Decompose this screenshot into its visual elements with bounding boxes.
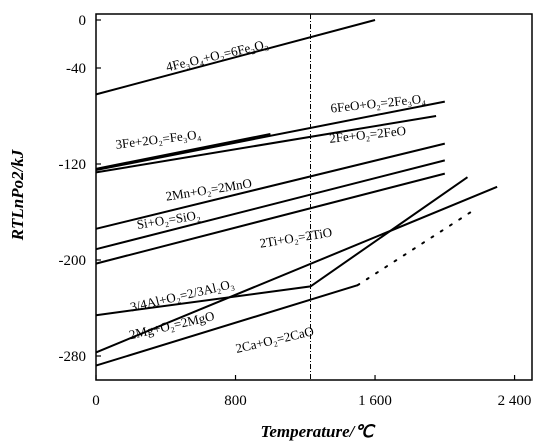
x-tick-label-0: 0 <box>92 393 100 409</box>
y-tick-label-3: -200 <box>59 253 87 269</box>
series-line-8 <box>95 185 498 354</box>
x-axis-title: Temperature/℃ <box>260 422 374 441</box>
y-tick-label-0: 0 <box>79 13 87 29</box>
series-line-3 <box>95 115 437 174</box>
line-label-2: 3Fe+2O₂=Fe₃O₄ <box>115 126 203 151</box>
line-label-3: 2Fe+O₂=2FeO <box>329 123 407 146</box>
series-line-1 <box>95 100 445 171</box>
series-line-4 <box>95 142 446 230</box>
series-extension-9 <box>356 211 472 287</box>
x-tick-label-3: 2 400 <box>498 393 532 409</box>
line-label-7: 3/4Al+O₂=2/3Al₂O₃ <box>129 276 236 315</box>
x-tick-label-1: 800 <box>224 393 247 409</box>
line-label-8: 2Mg+O₂=2MgO <box>128 308 216 342</box>
line-label-1: 6FeO+O₂=2Fe₃O₄ <box>330 91 427 116</box>
line-label-0: 4Fe₃O₄+O₂=6Fe₂O₃ <box>164 36 269 74</box>
y-axis-title: RTLnPo2/kJ <box>8 149 27 241</box>
line-label-6: 2Ti+O₂=2TiO <box>259 224 334 250</box>
y-tick-label-4: -280 <box>59 349 87 365</box>
series-line-7 <box>95 176 469 317</box>
line-label-4: 2Mn+O₂=2MnO <box>164 175 252 203</box>
series-line-2 <box>95 133 271 170</box>
series-line-5 <box>95 159 446 251</box>
series-line-9 <box>95 284 358 367</box>
y-tick-label-2: -120 <box>59 157 87 173</box>
x-tick-label-2: 1 600 <box>358 393 392 409</box>
y-tick-label-1: -40 <box>66 61 86 77</box>
plot-frame <box>95 13 533 381</box>
series-line-6 <box>95 172 446 265</box>
series-line-0 <box>95 19 376 96</box>
line-label-9: 2Ca+O₂=2CaO <box>234 323 315 356</box>
